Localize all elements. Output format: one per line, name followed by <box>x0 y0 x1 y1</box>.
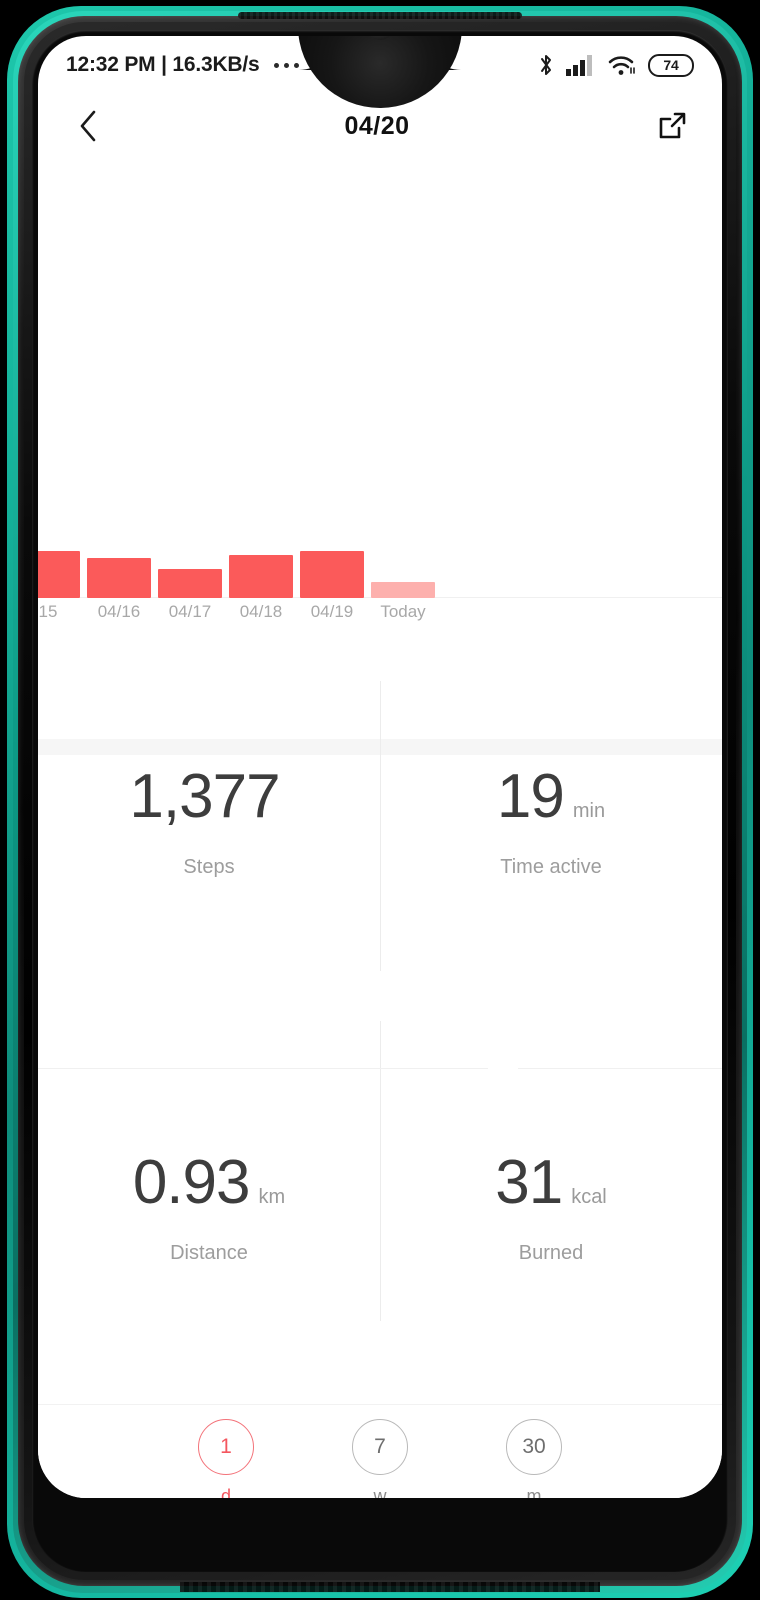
stat-unit: km <box>258 1186 286 1208</box>
chart-bar[interactable] <box>38 551 80 598</box>
chart-plot-area[interactable] <box>38 158 722 598</box>
stats-divider-horizontal-left <box>38 1068 488 1069</box>
stat-unit: min <box>572 800 606 822</box>
range-selector: 1 d 7 w 30 m <box>38 1404 722 1498</box>
activity-bar-chart[interactable]: 15 04/16 04/17 04/18 04/19 Today <box>38 158 722 755</box>
chart-x-label: 04/16 <box>97 602 141 621</box>
chart-bar[interactable] <box>371 582 435 598</box>
stats-divider-vertical-top <box>380 681 381 971</box>
chart-bar[interactable] <box>300 551 364 598</box>
range-option-number: 30 <box>506 1419 562 1475</box>
range-option-number: 1 <box>198 1419 254 1475</box>
stat-value: 31 <box>495 1148 563 1217</box>
chevron-left-icon <box>80 110 96 142</box>
phone-screen: 12:32 PM | 16.3KB/s <box>38 36 722 1498</box>
stats-grid: 1,377 Steps 19 min Time active 0.93 km D… <box>38 633 722 1404</box>
stat-card-burned[interactable]: 31 kcal Burned <box>380 1019 722 1404</box>
page-title: 04/20 <box>344 111 410 140</box>
chart-x-label: 04/17 <box>168 602 212 621</box>
stat-card-steps[interactable]: 1,377 Steps <box>38 633 380 1018</box>
stat-value: 0.93 <box>132 1148 251 1217</box>
battery-level-text: 74 <box>663 57 679 73</box>
stat-label: Burned <box>518 1242 584 1264</box>
stat-label: Distance <box>170 1242 248 1264</box>
stat-label: Time active <box>500 856 602 878</box>
stat-value: 1,377 <box>129 762 280 831</box>
status-bar-left: 12:32 PM | 16.3KB/s <box>66 53 299 77</box>
share-external-link-icon <box>659 112 686 139</box>
chart-x-label: 04/19 <box>310 602 354 621</box>
wifi-icon <box>608 54 636 76</box>
stats-divider-vertical-bottom <box>380 1021 381 1321</box>
app-bar: 04/20 <box>38 94 722 158</box>
stat-value: 19 <box>496 762 565 831</box>
bottom-speaker-grille <box>180 1582 600 1592</box>
range-option-label: m <box>526 1486 542 1498</box>
chart-x-label: 04/18 <box>239 602 283 621</box>
stat-value-row: 0.93 km <box>133 1152 285 1214</box>
stat-value-row: 31 kcal <box>495 1152 607 1214</box>
chart-bar[interactable] <box>229 555 293 598</box>
earpiece-speaker-grille <box>238 12 522 19</box>
bluetooth-icon <box>538 53 554 77</box>
stat-value-row: 1,377 <box>129 766 288 828</box>
status-time-and-network-rate: 12:32 PM | 16.3KB/s <box>66 53 260 76</box>
range-option-m[interactable]: 30 m <box>506 1419 562 1498</box>
cellular-signal-icon <box>566 54 596 76</box>
share-button[interactable] <box>652 106 692 146</box>
stats-divider-horizontal-right <box>518 1068 722 1069</box>
chart-x-label: Today <box>380 602 426 621</box>
stat-label: Steps <box>183 856 235 878</box>
stat-value-row: 19 min <box>497 766 605 828</box>
status-bar-right: 74 <box>538 53 694 77</box>
stat-card-distance[interactable]: 0.93 km Distance <box>38 1019 380 1404</box>
stat-unit: kcal <box>571 1186 607 1208</box>
battery-indicator: 74 <box>648 53 694 77</box>
chart-bar[interactable] <box>87 558 151 598</box>
range-option-number: 7 <box>352 1419 408 1475</box>
back-button[interactable] <box>68 106 108 146</box>
status-bar: 12:32 PM | 16.3KB/s <box>38 36 722 94</box>
chart-bar[interactable] <box>158 569 222 598</box>
range-option-label: w <box>373 1486 387 1498</box>
more-dots-icon[interactable] <box>273 62 299 68</box>
chart-x-axis-labels: 15 04/16 04/17 04/18 04/19 Today <box>38 598 722 632</box>
stat-card-time-active[interactable]: 19 min Time active <box>380 633 722 1018</box>
chart-x-label: 15 <box>38 602 58 621</box>
range-option-label: d <box>220 1486 231 1498</box>
